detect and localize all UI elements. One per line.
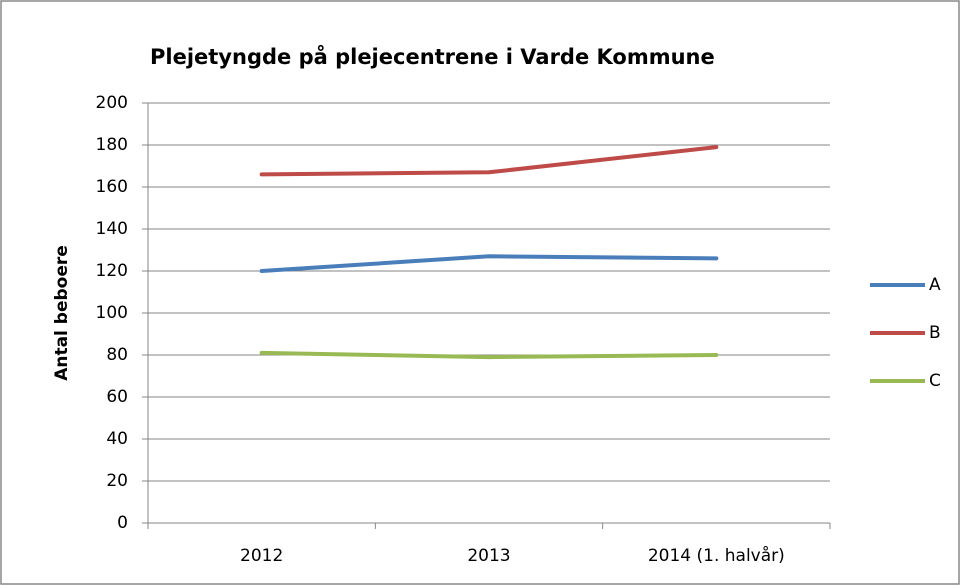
legend-label: C [929,371,941,391]
y-tick-label: 60 [106,387,128,407]
y-tick-label: 100 [96,303,128,323]
x-tick-label: 2013 [467,546,510,566]
series-line [259,254,719,273]
chart-title: Plejetyngde på plejecentrene i Varde Kom… [150,44,715,69]
series-line [259,350,719,360]
y-tick-label: 80 [106,345,128,365]
y-tick-label: 40 [106,429,128,449]
y-tick-label: 200 [96,93,128,113]
y-tick-label: 140 [96,219,128,239]
y-tick-label: 20 [106,471,128,491]
y-tick-label: 0 [117,513,128,533]
y-tick-label: 160 [96,177,128,197]
series-line [259,145,719,177]
y-axis-label: Antal beboere [52,245,72,381]
x-tick-label: 2012 [240,546,283,566]
legend-label: B [929,323,941,343]
x-tick-label: 2014 (1. halvår) [648,545,785,566]
legend-label: A [929,275,941,295]
y-tick-label: 180 [96,135,128,155]
y-tick-label: 120 [96,261,128,281]
